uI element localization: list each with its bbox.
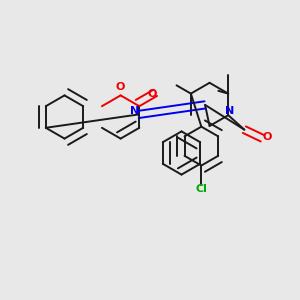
Text: O: O — [116, 82, 125, 92]
Text: O: O — [262, 132, 272, 142]
Text: N: N — [130, 106, 139, 116]
Text: Cl: Cl — [195, 184, 207, 194]
Text: O: O — [147, 89, 157, 99]
Text: N: N — [225, 106, 234, 116]
